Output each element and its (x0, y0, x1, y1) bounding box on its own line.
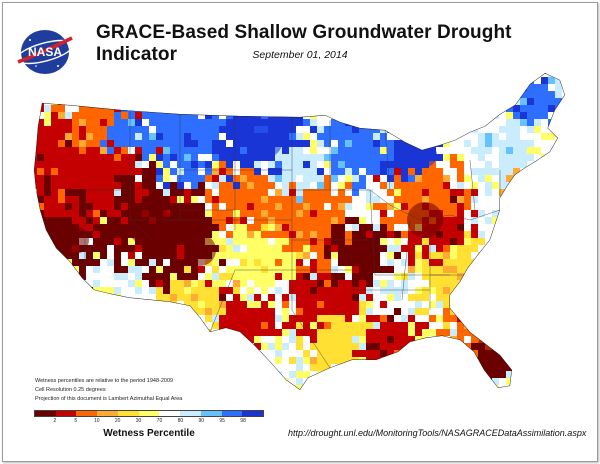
legend-tick-label: 10 (93, 418, 100, 424)
legend-swatch (138, 411, 160, 416)
legend-tick-label: 20 (114, 418, 121, 424)
drought-cluster (348, 243, 372, 267)
legend-swatch (159, 411, 181, 416)
legend-tick-label: 80 (177, 418, 184, 424)
note-resolution: Cell Resolution 0.25 degrees (35, 387, 106, 393)
legend-tick-label: 95 (219, 418, 225, 424)
us-drought-map (34, 73, 565, 390)
note-period: Wetness percentiles are relative to the … (35, 378, 174, 384)
legend-swatch (97, 411, 118, 416)
legend-tick-label: 5 (74, 418, 78, 424)
note-projection: Projection of this document is Lambert A… (35, 396, 183, 402)
drought-cluster (128, 203, 172, 247)
state-boundaries (84, 110, 501, 369)
legend-swatch (242, 411, 264, 416)
legend-color-bar (34, 410, 264, 417)
drought-cluster (184, 234, 216, 266)
map-title: GRACE-Based Shallow Groundwater Drought … (96, 22, 512, 65)
legend-tick-label: 90 (198, 418, 205, 424)
drought-cluster (61, 226, 89, 254)
legend-tick-label: 30 (135, 418, 142, 424)
legend-swatch (76, 411, 98, 416)
legend-swatch (35, 411, 56, 416)
legend-swatch (180, 411, 201, 416)
legend-title: Wetness Percentile (103, 428, 195, 439)
drought-cluster (478, 333, 502, 357)
drought-cluster (413, 143, 437, 167)
legend-ticks: 2 5 10 20 30 70 80 90 95 98 (34, 417, 264, 425)
drought-cluster (407, 202, 443, 238)
legend-swatch (221, 411, 243, 416)
drought-cluster (247, 122, 283, 158)
legend-swatch (117, 411, 139, 416)
legend-swatch (200, 411, 222, 416)
svg-text:NASA: NASA (28, 45, 62, 59)
map-date: September 01, 2014 (252, 49, 348, 61)
legend-tick-label: 2 (53, 418, 57, 424)
legend-swatch (55, 411, 77, 416)
nasa-logo: NASA (16, 30, 74, 74)
legend-tick-label: 70 (156, 418, 163, 424)
source-url[interactable]: http://drought.unl.edu/MonitoringTools/N… (288, 428, 587, 438)
legend: 2 5 10 20 30 70 80 90 95 98 Wetness Percentile (34, 410, 264, 450)
legend-tick-label: 98 (240, 418, 246, 424)
